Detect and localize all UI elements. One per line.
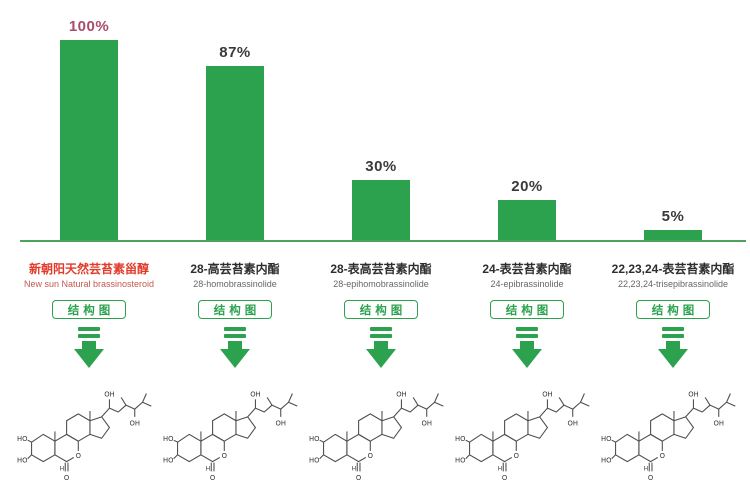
column-24-epibrassinolide: 20% 24-表芸苔素内酯 24-epibrassinolide 结构图 xyxy=(454,0,600,487)
category-name-en: 22,23,24-trisepibrassinolide xyxy=(617,279,729,289)
molecule-structure xyxy=(16,372,162,487)
chart-column: 20% xyxy=(498,0,556,240)
down-arrow-icon xyxy=(214,327,256,369)
category-name-en: 28-epihomobrassinolide xyxy=(333,279,429,289)
chart-column: 87% xyxy=(206,0,264,240)
category-name-cn: 24-表芸苔素内酯 xyxy=(482,262,572,276)
chart-baseline xyxy=(20,240,746,242)
bar xyxy=(206,66,264,240)
category-name-en: 24-epibrassinolide xyxy=(490,279,564,289)
category-name-cn: 28-表高芸苔素内酯 xyxy=(330,262,432,276)
bar-value-label: 100% xyxy=(68,18,110,35)
bar-value-label: 20% xyxy=(511,178,543,195)
category-label: 28-表高芸苔素内酯 28-epihomobrassinolide xyxy=(330,260,431,289)
category-label: 24-表芸苔素内酯 24-epibrassinolide xyxy=(482,260,571,289)
column-new-sun-brassinosteroid: 100% 新朝阳天然芸苔素甾醇 New sun Natural brassino… xyxy=(16,0,162,487)
category-name-en: 28-homobrassinolide xyxy=(193,279,277,289)
column-28-homobrassinolide: 87% 28-高芸苔素内酯 28-homobrassinolide 结构图 xyxy=(162,0,308,487)
bar-value-label: 87% xyxy=(219,44,251,61)
molecule-structure xyxy=(454,372,600,487)
molecule-structure xyxy=(308,372,454,487)
structure-diagram-button[interactable]: 结构图 xyxy=(198,300,272,319)
molecule-structure xyxy=(600,372,746,487)
down-arrow-icon xyxy=(652,327,694,369)
structure-diagram-button[interactable]: 结构图 xyxy=(52,300,126,319)
column-28-epihomobrassinolide: 30% 28-表高芸苔素内酯 28-epihomobrassinolide 结构… xyxy=(308,0,454,487)
bar xyxy=(644,230,702,240)
down-arrow-icon xyxy=(506,327,548,369)
chart-column: 5% xyxy=(644,0,702,240)
category-name-en: New sun Natural brassinosteroid xyxy=(23,279,155,289)
bar xyxy=(352,180,410,240)
bar xyxy=(60,40,118,240)
bar-value-label: 5% xyxy=(661,208,685,225)
down-arrow-icon xyxy=(360,327,402,369)
category-label: 22,23,24-表芸苔素内酯 22,23,24-trisepibrassino… xyxy=(612,260,735,289)
down-arrow-icon xyxy=(68,327,110,369)
category-name-cn: 22,23,24-表芸苔素内酯 xyxy=(611,262,735,276)
structure-diagram-button[interactable]: 结构图 xyxy=(344,300,418,319)
category-name-cn: 28-高芸苔素内酯 xyxy=(190,262,280,276)
chart-column: 30% xyxy=(352,0,410,240)
structure-diagram-button[interactable]: 结构图 xyxy=(636,300,710,319)
molecule-structure xyxy=(162,372,308,487)
chart-column: 100% xyxy=(60,0,118,240)
columns-grid: 100% 新朝阳天然芸苔素甾醇 New sun Natural brassino… xyxy=(16,0,750,487)
column-trisepibrassinolide: 5% 22,23,24-表芸苔素内酯 22,23,24-trisepibrass… xyxy=(600,0,746,487)
bar xyxy=(498,200,556,240)
bar-value-label: 30% xyxy=(365,158,397,175)
category-label: 新朝阳天然芸苔素甾醇 New sun Natural brassinostero… xyxy=(24,260,154,289)
category-label: 28-高芸苔素内酯 28-homobrassinolide xyxy=(190,260,279,289)
structure-diagram-button[interactable]: 结构图 xyxy=(490,300,564,319)
category-name-cn: 新朝阳天然芸苔素甾醇 xyxy=(28,262,149,276)
